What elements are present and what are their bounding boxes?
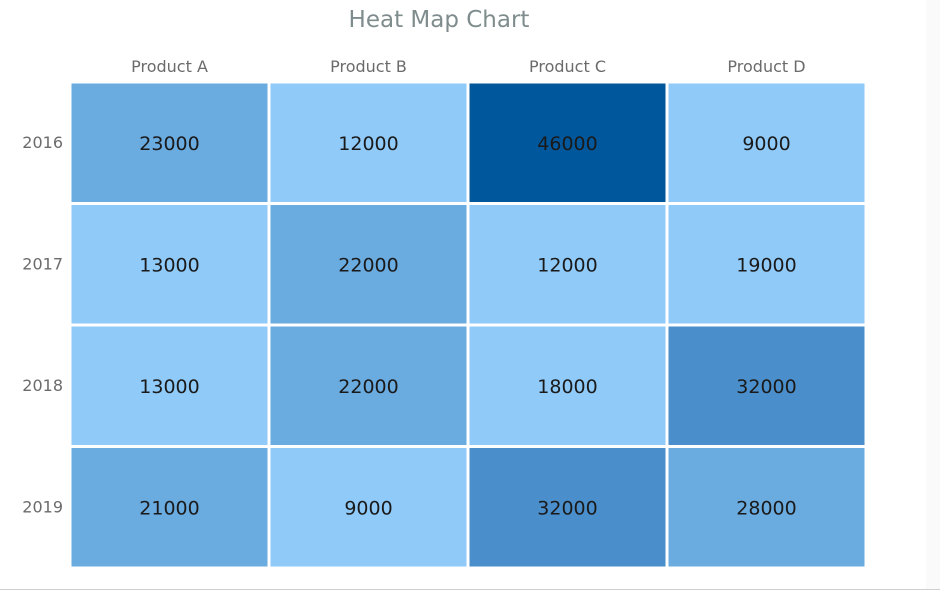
- heatmap-cell-value: 12000: [537, 254, 597, 276]
- heatmap-cell-value: 28000: [736, 497, 796, 519]
- row-label: 2017: [22, 254, 63, 273]
- column-label: Product C: [529, 57, 606, 76]
- heatmap-cell: 12000: [267, 80, 470, 205]
- heatmap-cell-value: 46000: [537, 133, 597, 155]
- heatmap-cell: 9000: [267, 445, 470, 570]
- heatmap-cell-value: 18000: [537, 376, 597, 398]
- bottom-divider: [0, 589, 940, 590]
- heatmap-cell-value: 32000: [537, 497, 597, 519]
- column-label: Product B: [330, 57, 407, 76]
- heatmap-cell-rect: [267, 445, 470, 570]
- heatmap-cell: 12000: [466, 202, 669, 327]
- heatmap-cell-value: 12000: [338, 133, 398, 155]
- heatmap-cell: 32000: [665, 323, 868, 448]
- heatmap-cell-value: 21000: [139, 497, 199, 519]
- heatmap-cell: 19000: [665, 202, 868, 327]
- heatmap-cell-rect: [466, 80, 669, 205]
- right-edge-strip: [926, 0, 940, 589]
- heatmap-cell-value: 23000: [139, 133, 199, 155]
- column-labels: Product A Product B Product C Product D: [131, 57, 805, 76]
- heatmap-cell: 13000: [68, 202, 271, 327]
- column-label: Product A: [131, 57, 208, 76]
- heatmap-cell: 28000: [665, 445, 868, 570]
- row-label: 2016: [22, 133, 63, 152]
- heatmap-cell: 22000: [267, 202, 470, 327]
- row-label: 2018: [22, 376, 63, 395]
- heatmap-cell-rect: [466, 202, 669, 327]
- heatmap-cell-value: 9000: [344, 497, 392, 519]
- heatmap-cell-value: 9000: [742, 133, 790, 155]
- heatmap-cells: 23000 12000 46000 9000 13000 22000 12000 19000 1…: [68, 80, 868, 570]
- row-label: 2019: [22, 497, 63, 516]
- heatmap-cell-rect: [665, 80, 868, 205]
- heatmap-cell-rect: [466, 445, 669, 570]
- heatmap-cell-value: 13000: [139, 376, 199, 398]
- heatmap-cell: 32000: [466, 445, 669, 570]
- heatmap-cell: 9000: [665, 80, 868, 205]
- heatmap-cell: 21000: [68, 445, 271, 570]
- heatmap-cell-value: 22000: [338, 254, 398, 276]
- heatmap-cell-value: 19000: [736, 254, 796, 276]
- heatmap-cell-value: 13000: [139, 254, 199, 276]
- heatmap-cell-value: 32000: [736, 376, 796, 398]
- heatmap-cell-rect: [267, 202, 470, 327]
- heatmap-cell-rect: [665, 445, 868, 570]
- heatmap-cell-value: 22000: [338, 376, 398, 398]
- heatmap-cell: 23000: [68, 80, 271, 205]
- heatmap-cell: 13000: [68, 323, 271, 448]
- heatmap-cell: 22000: [267, 323, 470, 448]
- heatmap-cell-rect: [267, 80, 470, 205]
- heatmap-cell-rect: [466, 323, 669, 448]
- heatmap-cell-rect: [665, 323, 868, 448]
- row-labels: 2016 2017 2018 2019: [22, 133, 63, 517]
- chart-title: Heat Map Chart: [349, 7, 530, 33]
- heatmap-cell: 18000: [466, 323, 669, 448]
- column-label: Product D: [727, 57, 805, 76]
- heatmap-cell: 46000: [466, 80, 669, 205]
- heatmap-cell-rect: [68, 80, 271, 205]
